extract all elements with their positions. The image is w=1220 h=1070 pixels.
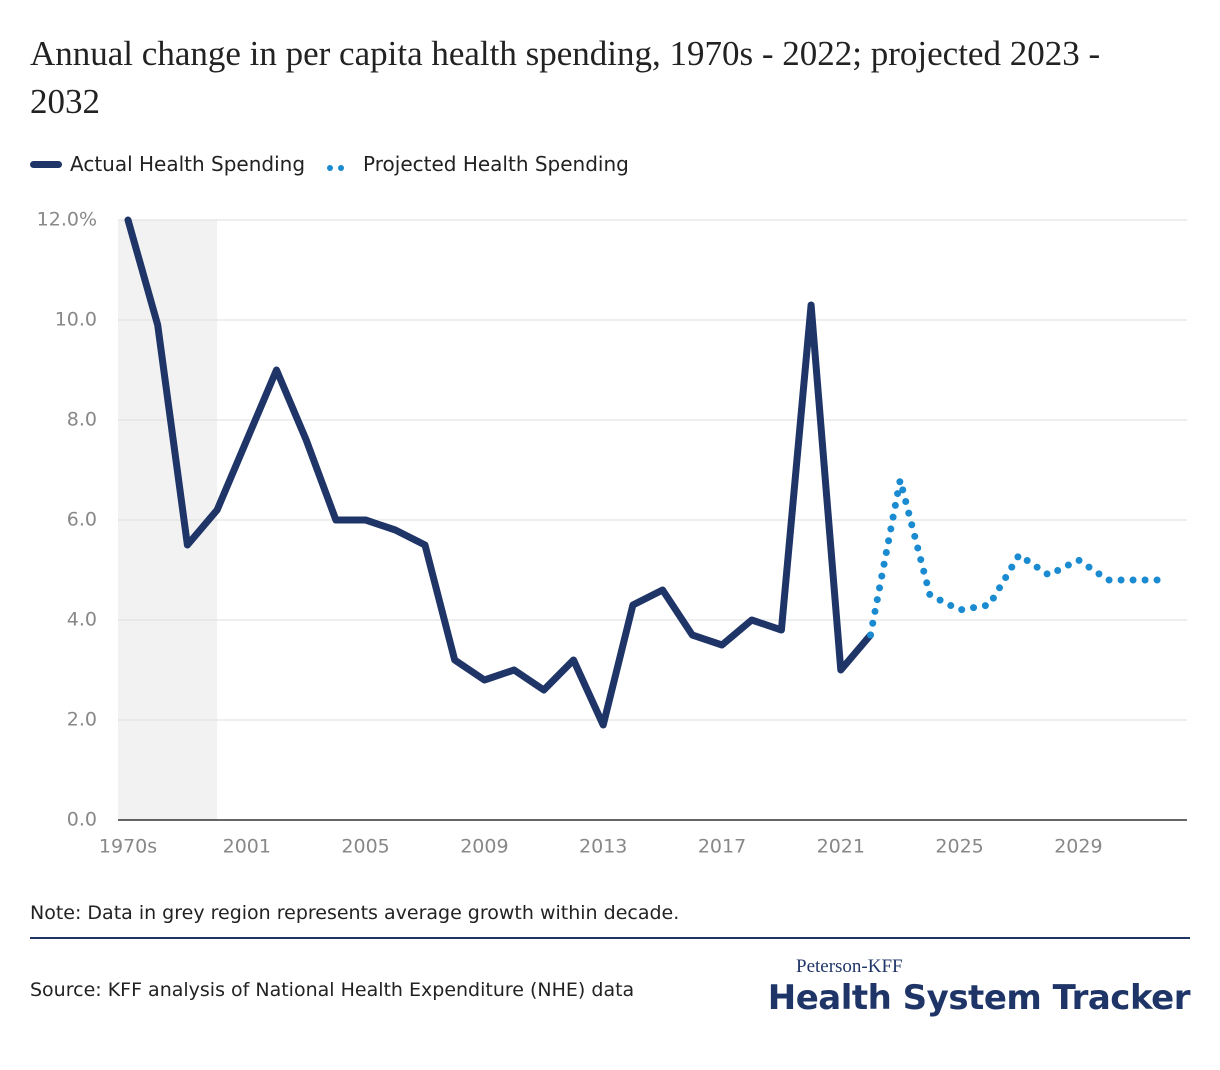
legend-label: Actual Health Spending bbox=[70, 152, 306, 176]
brand-main: Health System Tracker bbox=[767, 978, 1191, 1018]
x-tick-label: 2017 bbox=[698, 836, 746, 858]
legend-swatch bbox=[30, 160, 62, 168]
x-tick-label: 1970s bbox=[99, 836, 157, 858]
note: Note: Data in grey region represents ave… bbox=[30, 902, 680, 924]
y-tick-label: 4.0 bbox=[67, 609, 97, 631]
y-tick-label: 0.0 bbox=[67, 809, 97, 831]
legend-swatch bbox=[327, 152, 349, 176]
x-tick-label: 2005 bbox=[341, 836, 389, 858]
x-tick-label: 2025 bbox=[935, 836, 983, 858]
series-line bbox=[124, 216, 874, 729]
y-tick-label: 12.0% bbox=[37, 209, 97, 231]
series-line bbox=[867, 476, 1171, 639]
title: Annual change in per capita health spend… bbox=[30, 34, 1101, 121]
y-tick-label: 2.0 bbox=[67, 709, 97, 731]
x-tick-label: 2021 bbox=[817, 836, 865, 858]
x-tick-label: 2009 bbox=[460, 836, 508, 858]
legend-label: Projected Health Spending bbox=[363, 152, 629, 176]
legend: Actual Health Spending Projected Health … bbox=[30, 152, 629, 176]
divider bbox=[30, 937, 1190, 939]
source: Source: KFF analysis of National Health … bbox=[30, 979, 635, 1001]
y-tick-label: 10.0 bbox=[55, 309, 97, 331]
y-tick-label: 8.0 bbox=[67, 409, 97, 431]
x-tick-label: 2001 bbox=[223, 836, 271, 858]
brand-top: Peterson-KFF bbox=[796, 956, 903, 977]
x-tick-label: 2013 bbox=[579, 836, 627, 858]
y-tick-label: 6.0 bbox=[67, 509, 97, 531]
x-tick-label: 2029 bbox=[1054, 836, 1102, 858]
